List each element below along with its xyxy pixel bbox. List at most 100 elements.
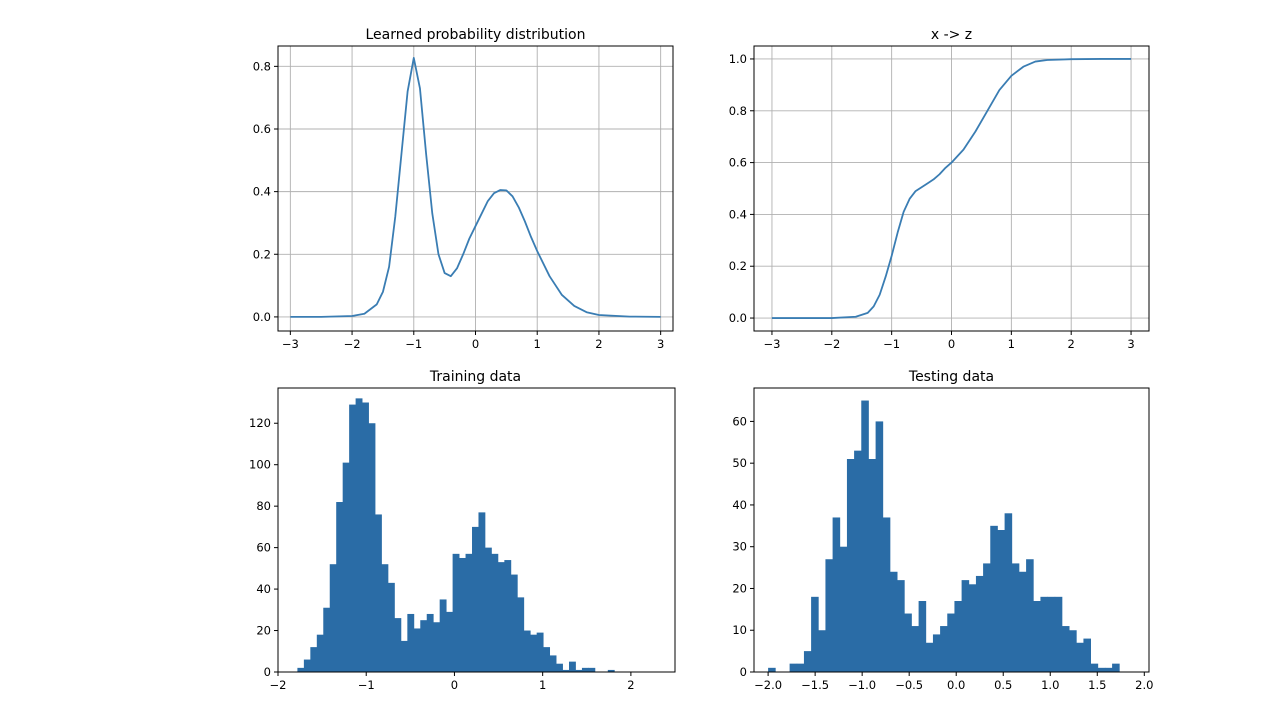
test-xtick-label: −2.0 [754, 678, 782, 692]
test-bar [1061, 626, 1070, 672]
test-xtick-label: 0.0 [947, 678, 965, 692]
test-xtick-label: 1.0 [1041, 678, 1059, 692]
train-bar [439, 599, 447, 672]
train-bar [394, 618, 402, 672]
cdf-xtick-label: 3 [1127, 337, 1134, 351]
train-bar [362, 402, 369, 672]
train-xtick-label: 1 [539, 678, 546, 692]
test-bar [1090, 663, 1099, 672]
train-bar [562, 669, 570, 672]
test-bar [1112, 663, 1120, 672]
pdf-ytick-label: 0.0 [253, 310, 271, 324]
pdf-xtick-label: −2 [344, 337, 361, 351]
train-bar [329, 564, 337, 672]
cdf-xtick-label: −1 [883, 337, 900, 351]
testing-histogram-title: Testing data [908, 369, 994, 385]
test-ytick-label: 50 [732, 456, 747, 470]
cdf-xtick-label: −2 [823, 337, 840, 351]
test-bar [1054, 596, 1063, 672]
train-ytick-label: 120 [249, 416, 271, 430]
train-ytick-label: 20 [256, 624, 271, 638]
train-bar [310, 647, 318, 672]
train-bar [484, 547, 492, 672]
pdf-xtick-label: −1 [405, 337, 422, 351]
test-bar [1011, 563, 1020, 672]
train-bar [342, 462, 350, 672]
test-bar [803, 651, 812, 672]
pdf-ytick-label: 0.8 [253, 59, 271, 73]
pdf-xtick-label: −3 [282, 337, 299, 351]
cdf-ytick-label: 1.0 [729, 52, 747, 66]
test-bar [846, 459, 855, 672]
train-bar [530, 634, 538, 672]
cdf-chart-title: x -> z [931, 27, 972, 43]
cdf-ytick-label: 0.0 [729, 311, 747, 325]
test-bar [961, 580, 970, 672]
cdf-series-line [771, 58, 1132, 319]
train-bar [316, 634, 324, 672]
test-bar [975, 575, 984, 672]
train-bar [497, 562, 505, 672]
train-bar [303, 659, 311, 672]
cdf-ytick-label: 0.4 [729, 207, 747, 221]
test-bar [1026, 559, 1034, 672]
test-bar [1069, 630, 1077, 672]
pdf-chart-title: Learned probability distribution [365, 27, 585, 43]
test-bar [889, 571, 898, 672]
test-xtick-label: 2.0 [1135, 678, 1153, 692]
train-bar [510, 574, 518, 672]
train-bar [549, 655, 557, 672]
test-bar [818, 630, 826, 672]
train-bar [446, 611, 454, 672]
test-bar [1040, 596, 1048, 672]
pdf-series-line [290, 57, 661, 318]
train-bar [607, 669, 615, 672]
train-bar [400, 640, 408, 672]
test-bar [1076, 642, 1084, 672]
cdf-xtick-label: 1 [1008, 337, 1015, 351]
pdf-ytick-label: 0.4 [253, 185, 271, 199]
test-bar [1018, 571, 1027, 672]
train-bar [368, 423, 376, 672]
train-bar [297, 667, 305, 672]
train-bar [349, 404, 357, 672]
pdf-ytick-label: 0.2 [253, 247, 271, 261]
pdf-chart: Learned probability distribution −3 −2 −1 0… [253, 27, 674, 351]
train-xtick-label: 2 [627, 678, 634, 692]
test-bar [911, 626, 920, 672]
train-xtick-label: −1 [358, 678, 375, 692]
train-bar [523, 630, 531, 672]
test-bar [789, 663, 798, 672]
train-bar [588, 667, 596, 672]
train-bar [387, 582, 395, 672]
test-axes-frame [753, 387, 1150, 673]
test-bar [868, 459, 877, 672]
test-bar [990, 525, 998, 672]
train-bar [413, 628, 421, 672]
test-bar [839, 546, 848, 672]
test-bar [983, 563, 991, 672]
test-xtick-label: 1.5 [1088, 678, 1106, 692]
test-bar [882, 517, 891, 672]
pdf-xtick-label: 3 [657, 337, 664, 351]
test-xtick-label: −1.0 [848, 678, 876, 692]
test-xtick-label: 0.5 [994, 678, 1012, 692]
pdf-xtick-label: 1 [534, 337, 541, 351]
cdf-ytick-label: 0.8 [729, 104, 747, 118]
test-bar [932, 634, 941, 672]
train-bar [504, 560, 512, 672]
train-bar [459, 557, 466, 672]
train-bar [517, 597, 525, 672]
train-bar [375, 514, 382, 672]
cdf-xtick-label: 0 [948, 337, 955, 351]
test-bar [954, 601, 963, 672]
cdf-xtick-label: −3 [763, 337, 780, 351]
training-histogram-title: Training data [429, 369, 521, 385]
train-bar [323, 607, 331, 672]
test-bar [897, 580, 905, 672]
test-bar [918, 601, 927, 672]
test-bar [1083, 638, 1091, 672]
test-bar [796, 663, 805, 672]
